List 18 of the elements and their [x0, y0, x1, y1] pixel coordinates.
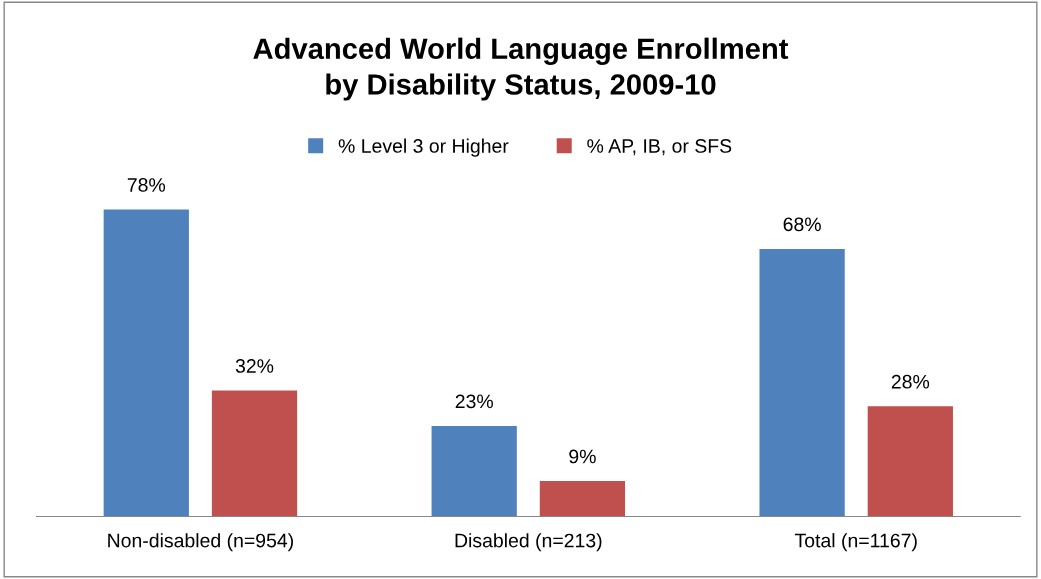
bar [759, 248, 845, 517]
bar [867, 406, 953, 517]
data-label: 23% [455, 394, 493, 409]
bar [539, 481, 626, 517]
bar [103, 209, 189, 517]
data-label: 32% [235, 359, 274, 373]
x-tick-label: Total (n=1167) [794, 533, 917, 552]
data-label: 28% [891, 374, 930, 389]
legend-label: % AP, IB, or SFS [587, 139, 732, 156]
bar [431, 425, 517, 517]
legend-label: % Level 3 or Higher [338, 138, 509, 157]
data-label: 9% [569, 449, 596, 464]
data-label: 78% [127, 178, 166, 192]
x-tick-label: Disabled (n=213) [455, 533, 602, 552]
chart-title: Advanced World Language Enrollment by Disability Status, 2009-10 [253, 37, 789, 101]
x-tick-label: Non-disabled (n=954) [108, 533, 293, 552]
data-label: 68% [783, 217, 821, 232]
bar [211, 390, 298, 517]
